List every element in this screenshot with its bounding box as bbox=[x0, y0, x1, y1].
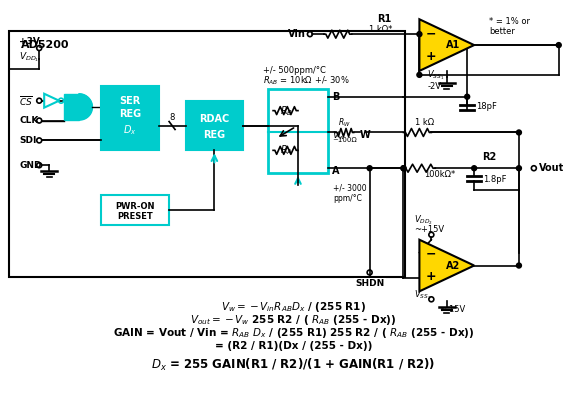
Text: ~+15V: ~+15V bbox=[414, 225, 444, 234]
Text: $D_x$: $D_x$ bbox=[123, 124, 137, 137]
Text: SDI: SDI bbox=[19, 136, 36, 145]
Text: W: W bbox=[360, 131, 370, 140]
Text: Vin: Vin bbox=[288, 29, 306, 39]
Bar bbox=[185, 101, 243, 150]
Polygon shape bbox=[44, 94, 59, 107]
Text: REG: REG bbox=[119, 109, 141, 119]
Text: +: + bbox=[426, 50, 437, 63]
Text: $V_{DD_1}$: $V_{DD_1}$ bbox=[19, 50, 39, 64]
Text: AD5200: AD5200 bbox=[21, 40, 70, 50]
Text: $V_{DD_2}$: $V_{DD_2}$ bbox=[414, 213, 433, 226]
Text: 1 kΩ*: 1 kΩ* bbox=[369, 25, 392, 34]
Text: SER: SER bbox=[119, 96, 140, 106]
Text: Vout: Vout bbox=[539, 163, 564, 173]
Text: ~100Ω: ~100Ω bbox=[332, 137, 357, 143]
Text: +/- 500ppm/°C: +/- 500ppm/°C bbox=[263, 66, 326, 75]
Circle shape bbox=[471, 166, 477, 171]
Text: 8: 8 bbox=[170, 113, 175, 121]
Text: R2: R2 bbox=[482, 152, 496, 162]
Text: $V_{SS_1}$: $V_{SS_1}$ bbox=[427, 68, 445, 82]
Text: 100kΩ*: 100kΩ* bbox=[424, 170, 455, 179]
Circle shape bbox=[517, 130, 521, 135]
Text: GND: GND bbox=[19, 161, 42, 170]
Text: GAIN = Vout / Vin = $R_{AB}$ $D_x$ / (255 R1) 255 R2 / ( $R_{AB}$ (255 - Dx)): GAIN = Vout / Vin = $R_{AB}$ $D_x$ / (25… bbox=[113, 326, 474, 340]
Text: −: − bbox=[426, 27, 437, 40]
Text: REG: REG bbox=[203, 131, 225, 140]
Circle shape bbox=[401, 166, 406, 171]
Text: 18pF: 18pF bbox=[476, 102, 497, 111]
Text: $V_w$: $V_w$ bbox=[332, 129, 345, 142]
Text: 1.8pF: 1.8pF bbox=[483, 175, 507, 183]
Text: $V_{SS_2}$: $V_{SS_2}$ bbox=[414, 289, 432, 302]
Text: 1 kΩ: 1 kΩ bbox=[415, 117, 434, 127]
Text: +/- 3000: +/- 3000 bbox=[333, 183, 366, 193]
Text: PWR-ON: PWR-ON bbox=[115, 203, 154, 211]
Text: $R_W$: $R_W$ bbox=[338, 117, 351, 129]
Bar bbox=[9, 31, 406, 277]
Text: R1: R1 bbox=[377, 14, 392, 24]
Circle shape bbox=[417, 32, 422, 37]
Text: ppm/°C: ppm/°C bbox=[333, 193, 362, 203]
Text: SHDN: SHDN bbox=[355, 279, 384, 288]
Text: = (R2 / R1)(Dx / (255 - Dx)): = (R2 / R1)(Dx / (255 - Dx)) bbox=[215, 341, 372, 351]
Polygon shape bbox=[419, 19, 474, 71]
Text: CLK: CLK bbox=[19, 116, 39, 125]
Text: +3V: +3V bbox=[19, 37, 40, 46]
Text: ~-15V: ~-15V bbox=[439, 305, 465, 314]
Circle shape bbox=[465, 94, 470, 99]
Bar bbox=[268, 89, 328, 173]
Circle shape bbox=[517, 166, 521, 171]
Text: $D_x$ = 255 GAIN(R1 / R2)/(1 + GAIN(R1 / R2)): $D_x$ = 255 GAIN(R1 / R2)/(1 + GAIN(R1 /… bbox=[151, 357, 436, 373]
Bar bbox=[101, 195, 168, 225]
Text: PRESET: PRESET bbox=[117, 213, 153, 221]
Text: $R_B$: $R_B$ bbox=[279, 104, 292, 117]
Text: $\overline{CS}$: $\overline{CS}$ bbox=[19, 94, 33, 107]
Circle shape bbox=[556, 43, 561, 48]
Bar bbox=[64, 94, 79, 119]
Text: A1: A1 bbox=[446, 40, 460, 50]
Text: $R_{AB}$ = 10kΩ +/- 30%: $R_{AB}$ = 10kΩ +/- 30% bbox=[263, 74, 350, 87]
Text: A2: A2 bbox=[446, 261, 460, 271]
Text: -2V: -2V bbox=[427, 82, 441, 91]
Text: $V_w = -V_{in}R_{AB}D_x$ / (255 R1): $V_w = -V_{in}R_{AB}D_x$ / (255 R1) bbox=[221, 300, 366, 314]
Text: RDAC: RDAC bbox=[199, 113, 230, 123]
Text: $V_{out} = -V_w$ 255 R2 / ( $R_{AB}$ (255 - Dx)): $V_{out} = -V_w$ 255 R2 / ( $R_{AB}$ (25… bbox=[190, 313, 397, 327]
Text: $R_A$: $R_A$ bbox=[279, 143, 292, 157]
Circle shape bbox=[367, 166, 372, 171]
Text: B: B bbox=[332, 92, 339, 102]
Polygon shape bbox=[419, 240, 474, 291]
Text: A: A bbox=[332, 166, 339, 176]
Circle shape bbox=[401, 166, 406, 171]
Text: * = 1% or: * = 1% or bbox=[489, 17, 530, 26]
Circle shape bbox=[417, 72, 422, 77]
Text: +: + bbox=[426, 270, 437, 283]
Bar bbox=[101, 86, 158, 150]
Circle shape bbox=[517, 263, 521, 268]
Text: better: better bbox=[489, 27, 515, 36]
Text: −: − bbox=[426, 248, 437, 261]
